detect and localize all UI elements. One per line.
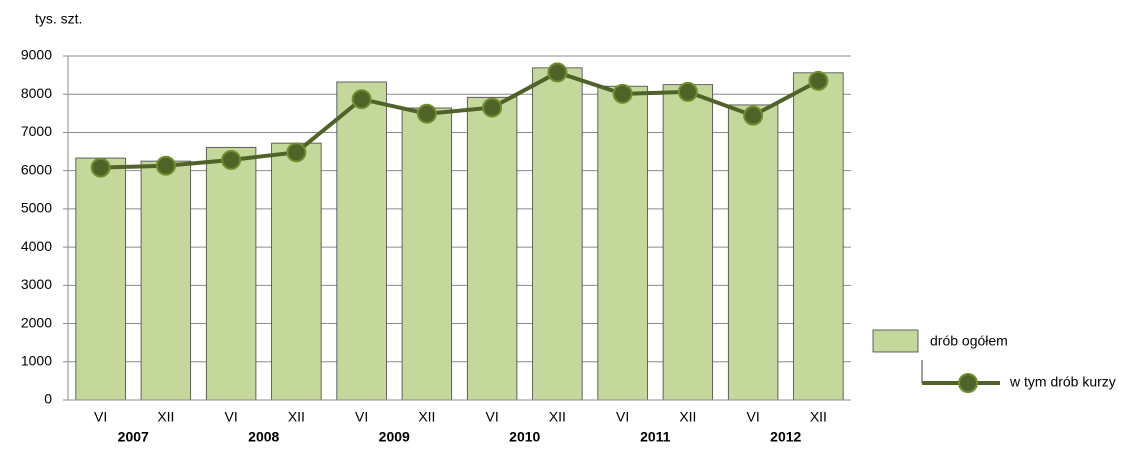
x-tick-label: VI (355, 409, 368, 425)
x-tick-label: XII (549, 409, 566, 425)
bar (727, 104, 779, 401)
x-tick-label: XII (418, 409, 435, 425)
line-marker (677, 81, 698, 102)
x-tick-label: VI (747, 409, 760, 425)
line-marker (155, 155, 176, 176)
y-tick-label: 5000 (21, 200, 52, 216)
legend-swatch (872, 329, 919, 353)
year-label: 2008 (248, 429, 279, 445)
y-tick-label: 1000 (21, 352, 52, 368)
line-marker (221, 149, 242, 170)
line-marker (416, 103, 437, 124)
y-tick-label: 8000 (21, 85, 52, 101)
year-label: 2007 (118, 429, 149, 445)
line-marker (90, 157, 111, 178)
line-marker (547, 62, 568, 83)
line (100, 70, 820, 170)
y-tick-label: 9000 (21, 47, 52, 63)
line-marker (351, 89, 372, 110)
bar (271, 142, 322, 401)
year-label: 2011 (640, 429, 671, 445)
bar (662, 84, 714, 401)
x-tick-label: VI (486, 409, 499, 425)
line-marker (482, 97, 503, 118)
line-marker (612, 83, 633, 104)
bar (401, 107, 453, 401)
y-tick-label: 4000 (21, 238, 52, 254)
bar (75, 157, 126, 401)
x-tick-label: XII (810, 409, 827, 425)
y-tick-label: 0 (44, 391, 52, 407)
year-label: 2012 (770, 429, 801, 445)
line-marker (743, 105, 764, 126)
y-tick-label: 6000 (21, 161, 52, 177)
y-tick-label: 7000 (21, 123, 52, 139)
x-tick-label: XII (288, 409, 305, 425)
year-label: 2009 (379, 429, 410, 445)
y-axis-label: tys. szt. (35, 11, 82, 27)
legend-label: drób ogółem (930, 333, 1008, 349)
bar (140, 160, 192, 401)
x-tick-label: XII (157, 409, 174, 425)
line-marker (808, 70, 829, 91)
y-tick-label: 3000 (21, 276, 52, 292)
bar (336, 81, 387, 401)
bar (597, 85, 648, 401)
year-label: 2010 (509, 429, 540, 445)
bar (793, 72, 844, 401)
x-tick-label: VI (94, 409, 107, 425)
legend-marker (958, 373, 978, 393)
x-tick-label: VI (225, 409, 238, 425)
y-tick-label: 2000 (21, 314, 52, 330)
bar (532, 67, 583, 401)
bar (205, 146, 257, 401)
bar (466, 96, 518, 401)
x-tick-label: XII (679, 409, 696, 425)
legend-label: w tym drób kurzy (1009, 374, 1116, 390)
line-marker (286, 142, 307, 163)
x-tick-label: VI (616, 409, 629, 425)
